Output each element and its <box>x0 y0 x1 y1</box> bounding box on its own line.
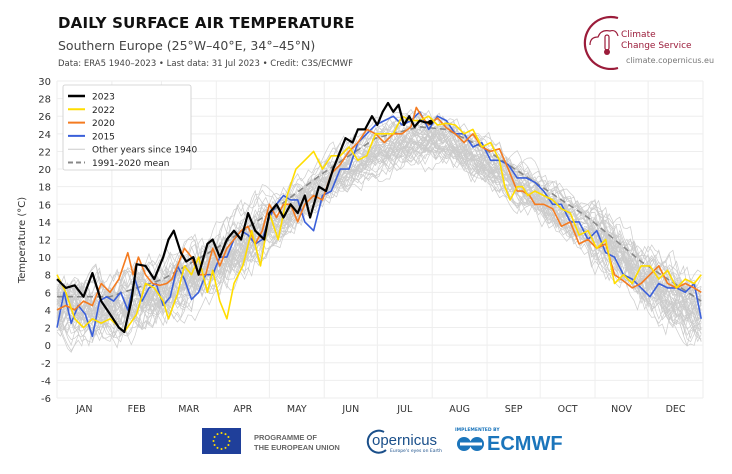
y-tick-label: 4 <box>45 306 51 317</box>
x-tick-label: FEB <box>128 404 146 415</box>
x-tick-label: AUG <box>449 404 470 415</box>
y-tick-label: 24 <box>38 130 51 141</box>
eu-flag-icon <box>202 428 241 454</box>
other-year-line <box>56 126 702 349</box>
x-tick-label: JUL <box>396 404 413 415</box>
eu-programme-text: PROGRAMME OF THE EUROPEAN UNION <box>254 433 340 452</box>
legend: 2023 2022 2020 2015 Other years since 1940 19… <box>62 84 197 171</box>
x-tick-label: OCT <box>558 404 578 415</box>
star <box>220 432 223 434</box>
star <box>213 444 216 446</box>
ecmwf-logo-text: ECMWF <box>487 433 563 455</box>
x-tick-label: DEC <box>666 404 686 415</box>
y-tick-label: 16 <box>38 200 51 211</box>
legend-label: 2023 <box>92 93 115 103</box>
y-tick-label: -4 <box>41 376 51 387</box>
x-tick-label: APR <box>233 404 252 415</box>
y-tick-label: 18 <box>38 183 51 194</box>
star <box>228 440 231 442</box>
star <box>216 433 219 436</box>
y-tick-label: 6 <box>45 288 51 299</box>
y-tick-label: 28 <box>38 95 51 106</box>
y-tick-label: 8 <box>45 271 51 282</box>
star <box>213 436 216 438</box>
other-year-line <box>56 121 702 322</box>
y-tick-label: 10 <box>38 253 51 264</box>
other-year-line <box>56 134 702 352</box>
star <box>227 444 230 446</box>
star <box>227 436 230 438</box>
y-tick-label: 26 <box>38 112 51 123</box>
c3s-logo-text: Climate Change Service <box>621 30 692 51</box>
y-tick-label: 20 <box>38 165 51 176</box>
other-year-line <box>56 125 702 326</box>
star <box>220 448 223 450</box>
chart-title: DAILY SURFACE AIR TEMPERATURE <box>58 14 355 32</box>
y-tick-label: -2 <box>41 359 51 370</box>
c3s-logo-icon <box>583 15 619 70</box>
legend-label: 2022 <box>92 106 115 116</box>
last-data-point <box>427 119 433 125</box>
star <box>216 446 219 449</box>
y-tick-label: 30 <box>38 77 51 88</box>
chart-subtitle: Southern Europe (25°W–40°E, 34°–45°N) <box>58 38 316 53</box>
data-credit: Data: ERA5 1940–2023 • Last data: 31 Jul… <box>58 59 353 69</box>
legend-box <box>62 84 192 171</box>
y-tick-label: 2 <box>45 324 51 335</box>
x-tick-label: JUN <box>341 404 359 415</box>
y-tick-label: 22 <box>38 147 51 158</box>
series-line-2023 <box>56 101 431 334</box>
legend-label: Other years since 1940 <box>92 146 197 156</box>
x-tick-label: JAN <box>75 404 92 415</box>
star <box>224 433 227 436</box>
series-line-2022 <box>56 115 702 333</box>
other-year-line <box>56 109 702 310</box>
y-tick-label: 12 <box>38 236 51 247</box>
x-tick-label: MAY <box>287 404 307 415</box>
y-tick-label: -6 <box>41 394 51 405</box>
other-year-line <box>56 126 702 304</box>
y-tick-label: 14 <box>38 218 51 229</box>
copernicus-logo-text: opernicus <box>372 432 438 449</box>
x-tick-label: NOV <box>611 404 632 415</box>
c3s-url: climate.copernicus.eu <box>626 56 715 65</box>
copernicus-logo-icon <box>366 429 387 454</box>
x-tick-label: SEP <box>505 404 523 415</box>
ecmwf-implemented-by: IMPLEMENTED BY <box>455 428 500 433</box>
x-tick-label: MAR <box>178 404 200 415</box>
legend-label: 1991-2020 mean <box>92 159 169 169</box>
y-tick-label: 0 <box>45 341 51 352</box>
legend-label: 2020 <box>92 119 115 129</box>
star <box>212 440 215 442</box>
other-year-line <box>56 126 702 343</box>
series-line-1991-2020-mean <box>57 126 702 302</box>
star <box>224 446 227 449</box>
series-lines <box>56 101 702 338</box>
legend-label: 2015 <box>92 132 115 142</box>
copernicus-tagline: Europe's eyes on Earth <box>390 449 442 454</box>
series-line-2020 <box>56 106 702 311</box>
y-axis-label: Temperature (°C) <box>17 197 28 284</box>
ecmwf-logo-icon <box>457 437 484 451</box>
